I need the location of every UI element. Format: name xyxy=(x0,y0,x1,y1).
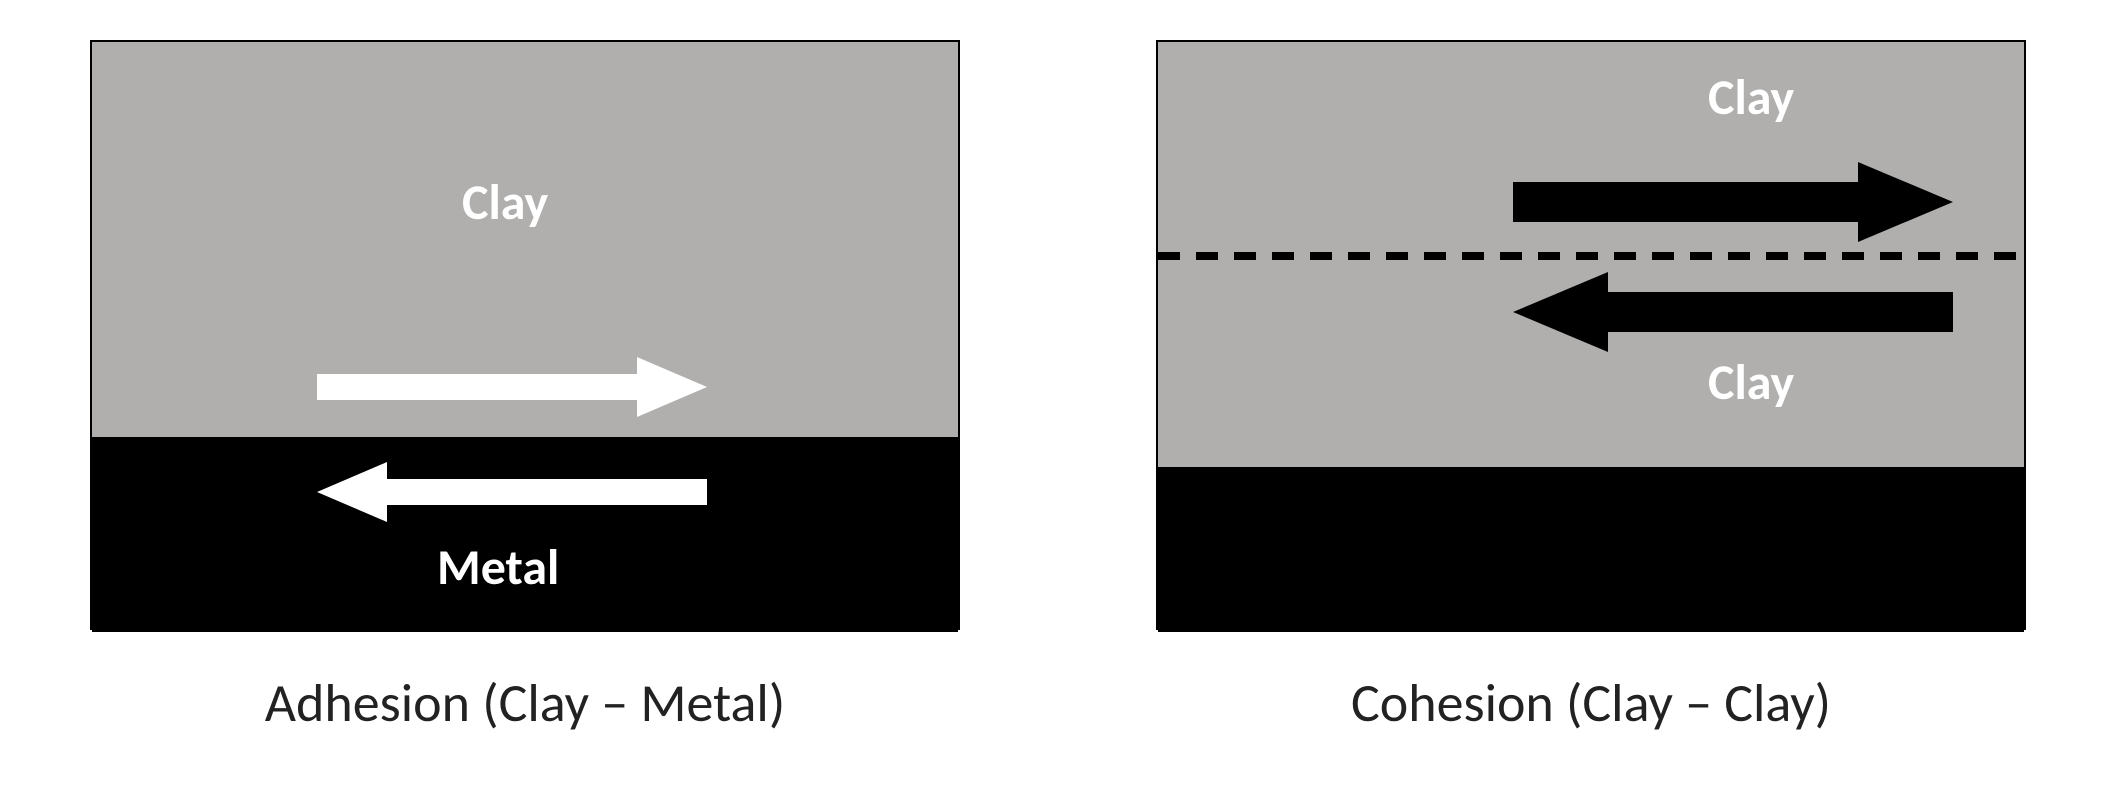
adhesion-arrow-right-icon xyxy=(317,357,707,417)
adhesion-panel: Clay Metal xyxy=(90,40,960,630)
cohesion-arrow-left-icon xyxy=(1513,272,1953,352)
adhesion-caption: Adhesion (Clay – Metal) xyxy=(265,670,785,736)
cohesion-caption: Cohesion (Clay – Clay) xyxy=(1351,670,1831,736)
adhesion-metal-label: Metal xyxy=(437,537,559,598)
adhesion-arrow-left-icon xyxy=(317,462,707,522)
diagram-container: Clay Metal Adhesion (Clay – Metal) Clay … xyxy=(0,0,2116,736)
cohesion-clay-label-top: Clay xyxy=(1708,67,1794,128)
cohesion-panel: Clay Clay xyxy=(1156,40,2026,630)
cohesion-arrow-right-icon xyxy=(1513,162,1953,242)
cohesion-clay-label-bottom: Clay xyxy=(1708,352,1794,413)
cohesion-panel-wrap: Clay Clay Cohesion (Clay – Clay) xyxy=(1156,40,2026,736)
adhesion-clay-label: Clay xyxy=(462,172,548,233)
cohesion-metal-layer xyxy=(1158,467,2024,632)
cohesion-shear-divider xyxy=(1158,252,2024,260)
adhesion-panel-wrap: Clay Metal Adhesion (Clay – Metal) xyxy=(90,40,960,736)
